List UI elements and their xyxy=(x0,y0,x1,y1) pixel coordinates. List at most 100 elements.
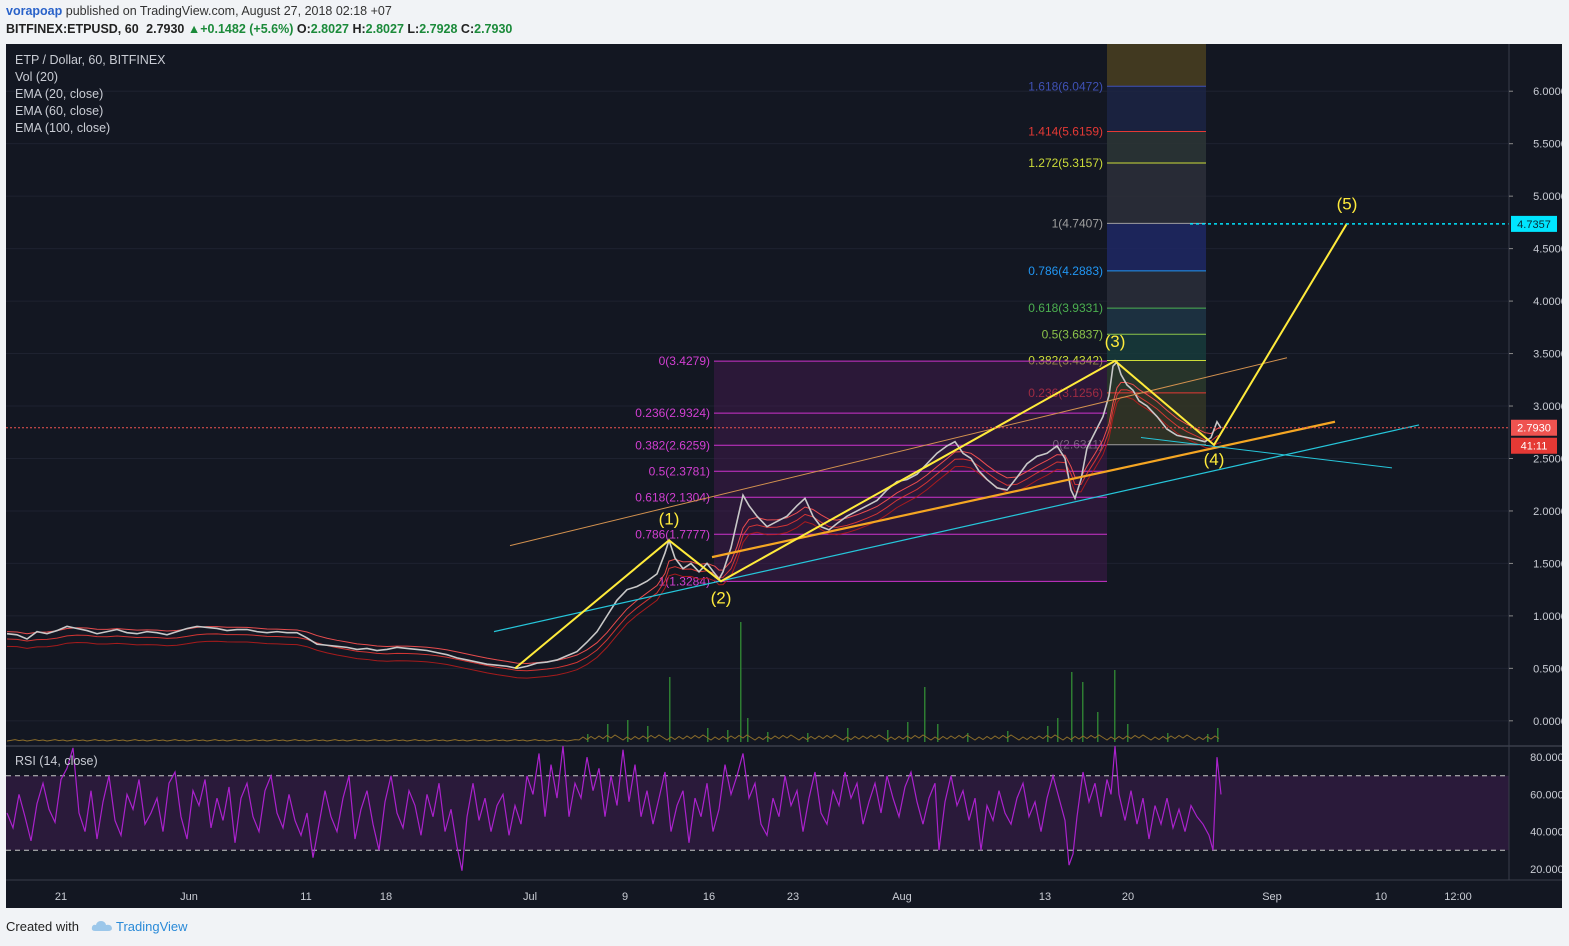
trend-line xyxy=(1140,437,1393,469)
fib-ext-band xyxy=(1107,131,1206,164)
trend-line xyxy=(509,357,1288,547)
volume-bar xyxy=(607,724,609,742)
open-value: 2.8027 xyxy=(310,22,349,36)
volume-bar xyxy=(1207,734,1209,742)
time-tick-label: 13 xyxy=(1039,891,1051,903)
volume-bar xyxy=(1057,718,1059,742)
volume-bar xyxy=(1047,726,1049,742)
last-price-badge: 2.7930 xyxy=(1517,423,1551,435)
legend-ema60[interactable]: EMA (60, close) xyxy=(15,104,104,118)
tradingview-link[interactable]: TradingView xyxy=(91,919,188,934)
volume-bar xyxy=(740,622,742,742)
rsi-band xyxy=(6,775,1509,851)
time-tick-label: 18 xyxy=(380,891,392,903)
high-label: H: xyxy=(352,22,366,36)
time-tick-label: 12:00 xyxy=(1444,891,1472,903)
tradingview-cloud-icon xyxy=(91,921,112,931)
elliott-wave-line xyxy=(514,222,1348,670)
ema-line xyxy=(6,396,1222,679)
volume-bar xyxy=(587,734,589,742)
fib-ext-band xyxy=(1107,334,1206,361)
tradingview-brand: TradingView xyxy=(116,919,188,934)
fib-ext-band xyxy=(1107,86,1206,132)
volume-ma-line xyxy=(6,734,1220,742)
countdown-badge-bg xyxy=(1511,437,1557,454)
rsi-line xyxy=(6,745,1222,871)
fib-ext-label: 0.618(3.9331) xyxy=(1028,301,1103,315)
volume-bar xyxy=(847,728,849,742)
target-price-badge-bg xyxy=(1511,215,1557,232)
legend-ema20[interactable]: EMA (20, close) xyxy=(15,87,104,101)
created-with-text: Created with xyxy=(6,919,79,934)
time-tick-label: Jun xyxy=(180,891,198,903)
volume-bar xyxy=(807,733,809,742)
chart-frame[interactable]: 1.618(6.0472) 1.414(5.6159) 1.272(5.3157) 1… xyxy=(6,44,1569,908)
volume-bar xyxy=(647,726,649,742)
last-price-badge-bg xyxy=(1511,419,1557,436)
close-value: 2.7930 xyxy=(474,22,513,36)
fib-ext-label: 0.786(4.2883) xyxy=(1028,264,1103,278)
volume-bar xyxy=(1007,731,1009,742)
chart-canvas[interactable]: 1.618(6.0472) 1.414(5.6159) 1.272(5.3157) 1… xyxy=(6,44,1569,908)
fib-ext-label: 1(4.7407) xyxy=(1052,216,1103,230)
fib-ret-label: 0.5(2.3781) xyxy=(649,464,710,478)
fib-ext-band xyxy=(1107,360,1206,393)
up-arrow-icon: ▲ xyxy=(187,22,201,36)
low-label: L: xyxy=(407,22,420,36)
fib-ext-label: 1.618(6.0472) xyxy=(1028,79,1103,93)
fib-ext-label: 0.5(3.6837) xyxy=(1042,327,1103,341)
wave-label: (3) xyxy=(1105,332,1126,351)
time-tick-label: 11 xyxy=(300,891,311,903)
volume-bar xyxy=(747,718,749,742)
time-tick-label: 23 xyxy=(787,891,799,903)
volume-bar xyxy=(1097,712,1099,742)
time-tick-label: Jul xyxy=(523,891,537,903)
fib-ext-label: 0.236(3.1256) xyxy=(1028,386,1103,400)
legend-ema100[interactable]: EMA (100, close) xyxy=(15,121,111,135)
wave-label: (1) xyxy=(659,509,680,528)
fib-ret-label: 0(3.4279) xyxy=(659,354,710,368)
fib-ext-band xyxy=(1107,163,1206,224)
volume-bar xyxy=(669,677,671,742)
volume-bar xyxy=(727,730,729,742)
fib-ret-label: 0.618(2.1304) xyxy=(635,490,710,504)
time-tick-label: 9 xyxy=(622,891,628,903)
fib-ext-band xyxy=(1107,270,1206,309)
author-link[interactable]: vorapoap xyxy=(6,4,63,18)
volume-bar xyxy=(937,724,939,742)
volume-bar xyxy=(887,730,889,742)
volume-bar xyxy=(1071,672,1073,742)
volume-bar xyxy=(1114,670,1116,742)
volume-bar xyxy=(1217,728,1219,742)
price-line xyxy=(6,360,1222,670)
legend-rsi[interactable]: RSI (14, close) xyxy=(15,754,98,768)
volume-bar xyxy=(907,722,909,742)
footer: Created with TradingView xyxy=(6,919,188,934)
volume-bar xyxy=(1127,724,1129,742)
open-label: O: xyxy=(296,22,311,36)
high-value: 2.8027 xyxy=(365,22,404,36)
countdown-badge: 41:11 xyxy=(1521,441,1548,453)
wave-label: (5) xyxy=(1337,194,1358,213)
fib-ext-band xyxy=(1107,44,1206,87)
legend-vol[interactable]: Vol (20) xyxy=(15,70,59,84)
fib-ret-label: 0.786(1.7777) xyxy=(635,527,710,541)
fib-ext-label: 1.414(5.6159) xyxy=(1028,125,1103,139)
volume-bar xyxy=(707,728,709,742)
fib-ext-label: 1.272(5.3157) xyxy=(1028,156,1103,170)
symbol-label: BITFINEX:ETPUSD, 60 xyxy=(6,22,139,36)
time-tick-label: Sep xyxy=(1262,891,1282,903)
